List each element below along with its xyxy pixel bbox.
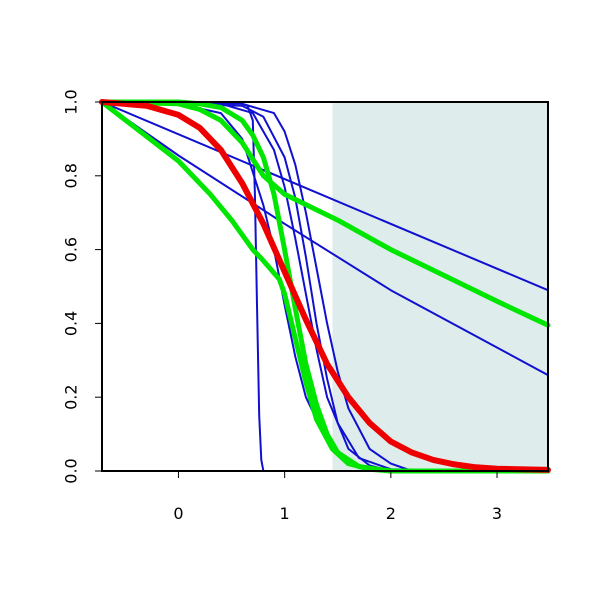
series-line-7 — [101, 101, 549, 472]
x-tick-label: 0 — [173, 504, 183, 523]
series-line-10 — [99, 99, 551, 328]
x-tick-label: 2 — [386, 504, 396, 523]
x-axis: 0 1 2 3 — [173, 471, 502, 523]
series-line-11 — [99, 99, 551, 473]
y-tick-label: 0.6 — [62, 237, 81, 262]
y-tick-label: 0.0 — [62, 458, 81, 483]
series-line-9 — [99, 99, 551, 474]
y-axis: 0.0 0.2 0.4 0.6 0.8 1.0 — [62, 89, 102, 484]
series-line-6 — [101, 101, 549, 472]
series-line-2 — [101, 101, 549, 377]
series-line-5 — [101, 101, 549, 472]
y-tick-label: 0.4 — [62, 311, 81, 336]
y-tick-label: 0.2 — [62, 384, 81, 409]
plot-frame — [101, 101, 549, 472]
series-layer — [99, 99, 551, 474]
x-tick-label: 1 — [280, 504, 290, 523]
shaded-region — [332, 102, 548, 471]
y-tick-label: 0.8 — [62, 163, 81, 188]
x-tick-label: 3 — [492, 504, 502, 523]
y-tick-label: 1.0 — [62, 89, 81, 114]
series-line-1 — [101, 101, 549, 292]
